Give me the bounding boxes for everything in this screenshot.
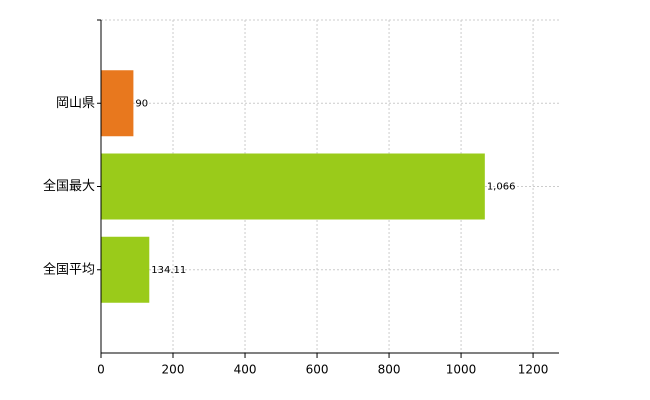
y-tick-label: 岡山県 — [56, 96, 95, 111]
y-tick-label: 全国平均 — [43, 261, 95, 277]
y-tick-label: 全国最大 — [43, 178, 95, 194]
x-tick-label: 200 — [162, 363, 185, 377]
x-tick-label: 400 — [234, 363, 257, 377]
x-tick-label: 1000 — [446, 363, 477, 377]
bar — [101, 70, 134, 137]
value-label: 1,066 — [487, 182, 516, 193]
x-tick-label: 800 — [378, 363, 401, 377]
x-tick-label: 600 — [306, 363, 329, 377]
x-tick-label: 0 — [97, 363, 105, 377]
x-tick-label: 1200 — [518, 363, 549, 377]
bar — [101, 236, 150, 303]
value-label: 90 — [135, 98, 148, 109]
value-label: 134.11 — [151, 265, 186, 276]
bar — [101, 153, 485, 220]
